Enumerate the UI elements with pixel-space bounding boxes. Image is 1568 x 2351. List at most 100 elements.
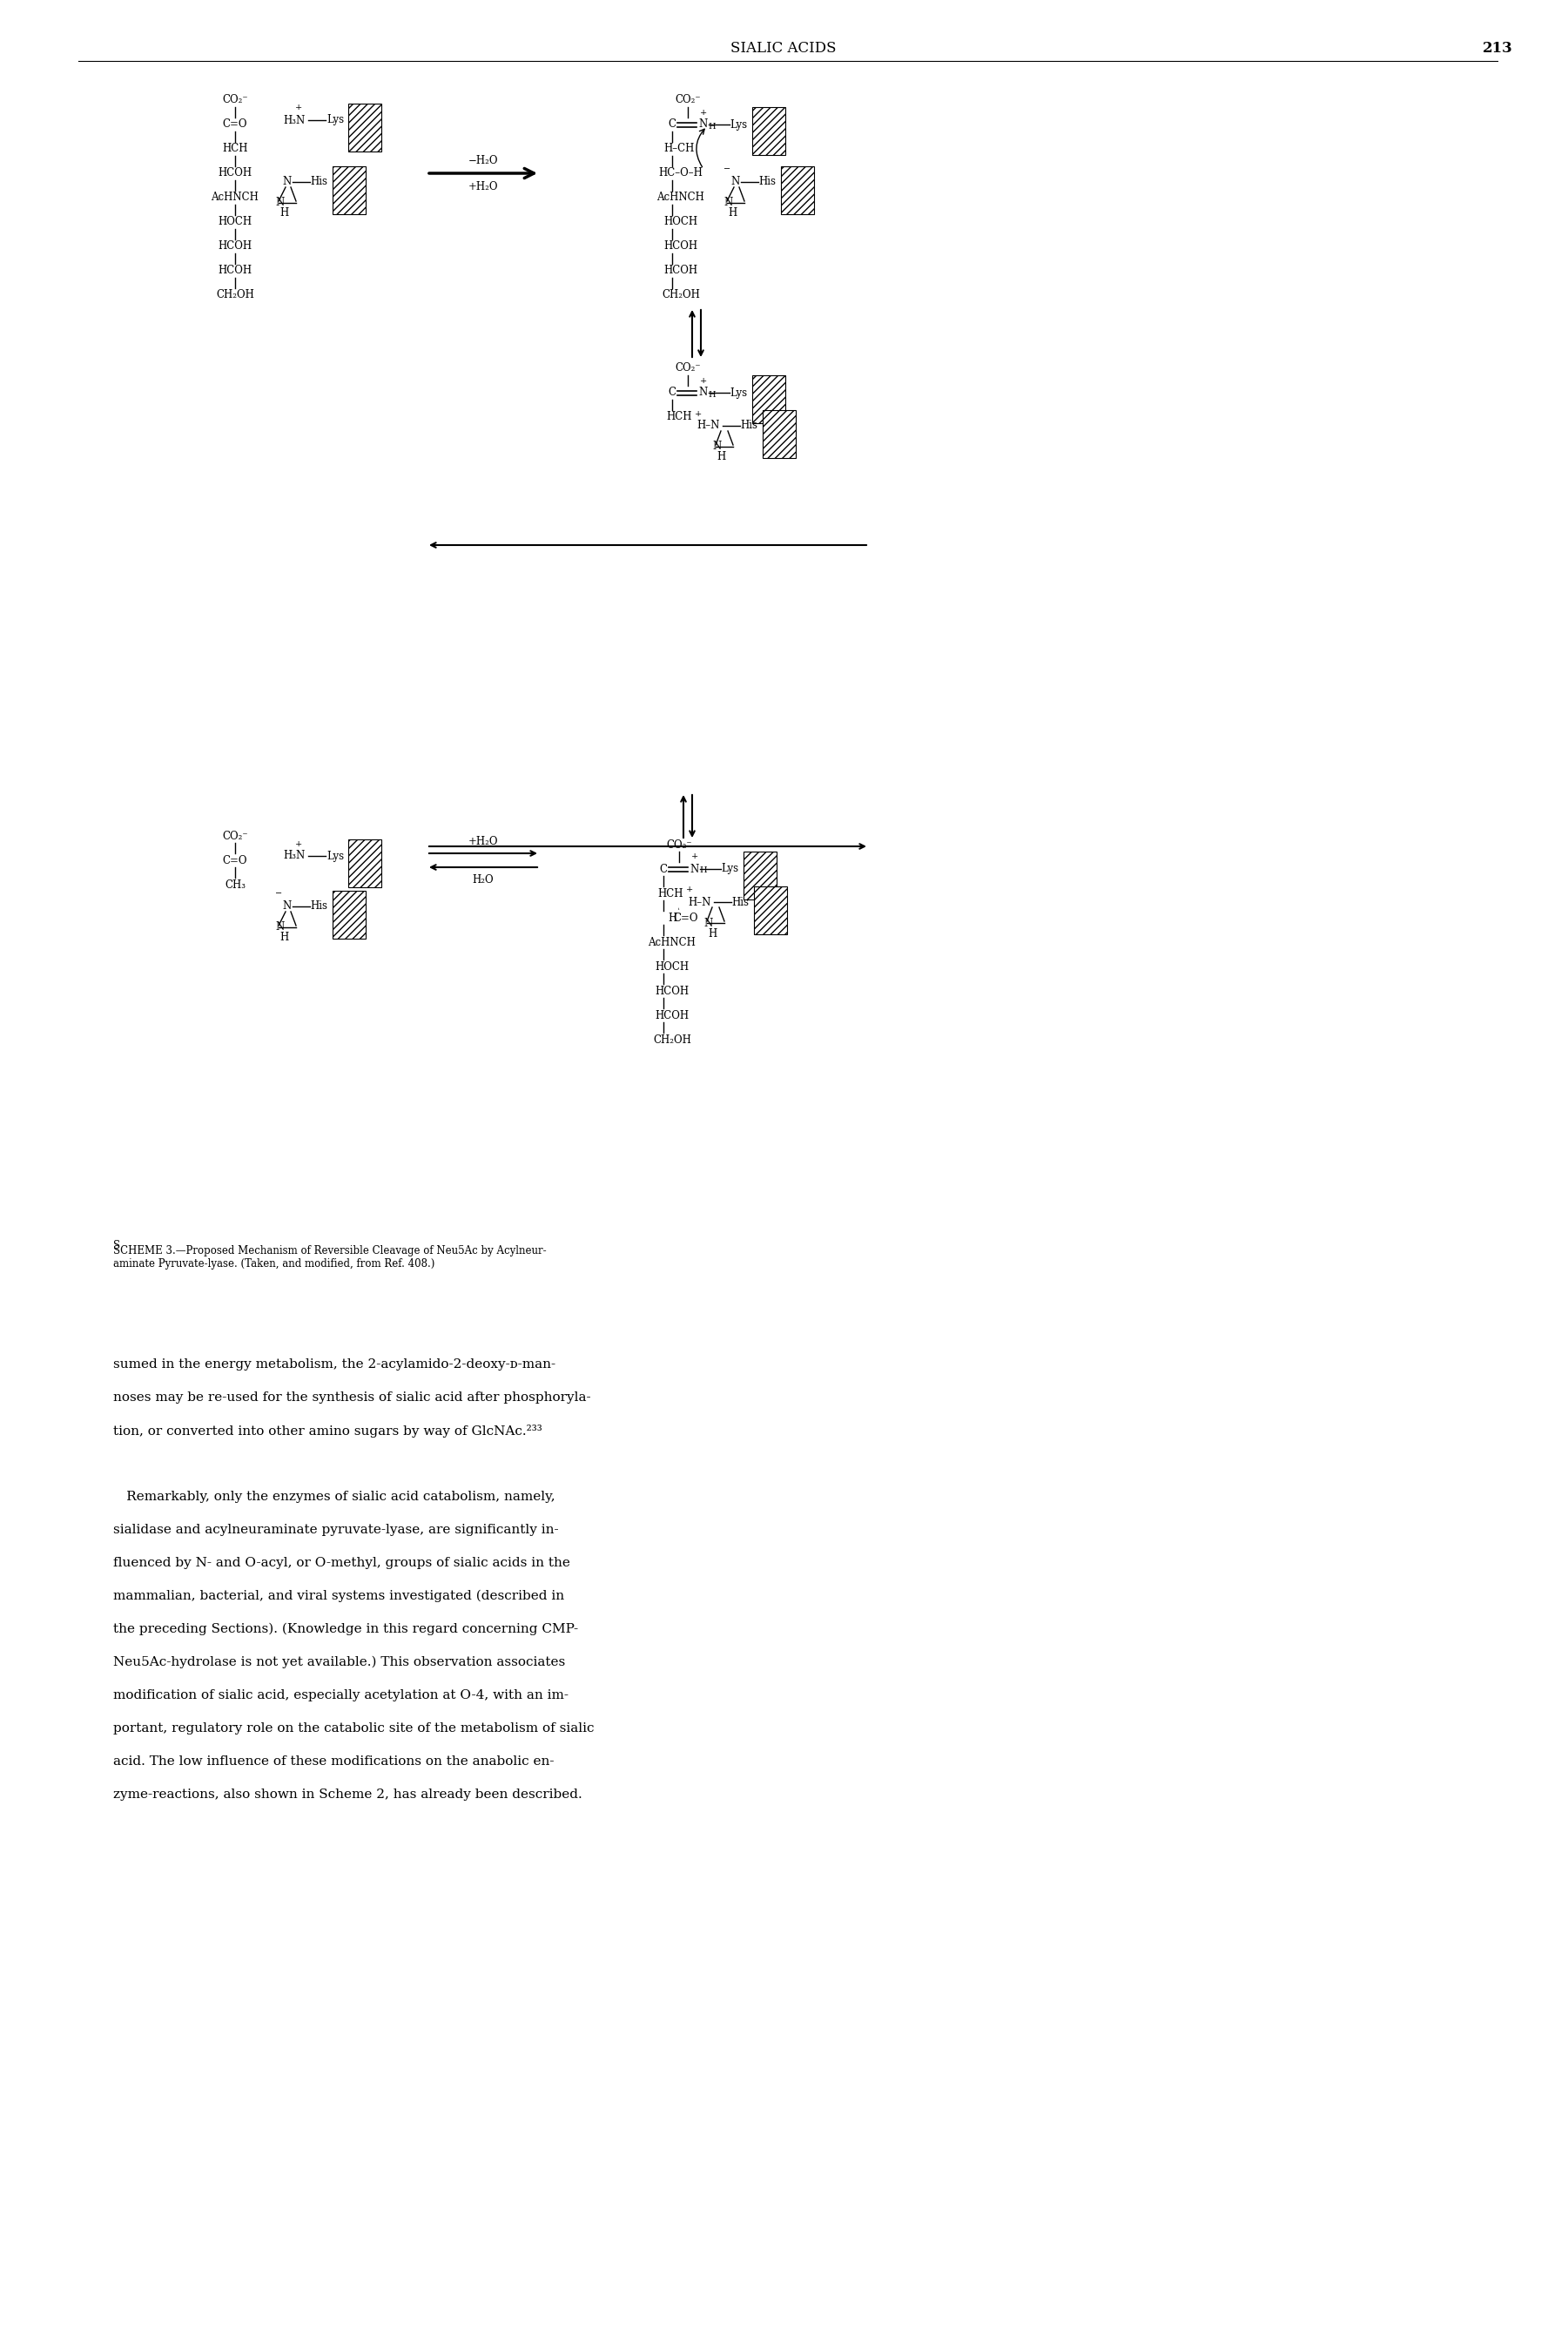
Text: zyme-reactions, also shown in Scheme 2, has already been described.: zyme-reactions, also shown in Scheme 2, … [113, 1789, 582, 1801]
Text: CO₂⁻: CO₂⁻ [674, 94, 701, 106]
Text: +: + [695, 409, 702, 418]
Text: His: His [310, 176, 328, 188]
Text: HCOH: HCOH [663, 266, 698, 277]
Text: H₃N: H₃N [284, 115, 306, 127]
Text: −: − [274, 891, 282, 898]
Text: Lys: Lys [729, 120, 746, 129]
Text: C: C [668, 388, 676, 397]
Text: +: + [691, 853, 698, 860]
Text: sumed in the energy metabolism, the 2-acylamido-2-deoxy-ᴅ-man-: sumed in the energy metabolism, the 2-ac… [113, 1359, 555, 1371]
Text: Lys: Lys [729, 388, 746, 397]
Text: mammalian, bacterial, and viral systems investigated (described in: mammalian, bacterial, and viral systems … [113, 1589, 564, 1603]
Text: H: H [279, 207, 289, 219]
Text: N: N [690, 863, 699, 875]
Text: CH₂OH: CH₂OH [652, 1034, 691, 1046]
Text: His: His [759, 176, 776, 188]
Text: His: His [310, 900, 328, 912]
Bar [348, 103, 381, 150]
Text: N: N [282, 176, 292, 188]
Text: His: His [740, 421, 757, 433]
Text: N: N [713, 442, 721, 451]
Text: H: H [717, 451, 726, 463]
Text: C=O: C=O [223, 120, 248, 129]
Text: His: His [731, 896, 750, 907]
Bar [754, 886, 787, 933]
Text: CO₂⁻: CO₂⁻ [674, 362, 701, 374]
Text: −H₂O: −H₂O [469, 155, 499, 167]
Bar [332, 891, 365, 938]
Text: −: − [723, 167, 731, 174]
Text: AcHNCH: AcHNCH [212, 193, 259, 202]
Text: CO₂⁻: CO₂⁻ [666, 839, 691, 851]
Text: HCOH: HCOH [663, 240, 698, 252]
Text: CH₂OH: CH₂OH [662, 289, 699, 301]
Text: H: H [707, 929, 717, 938]
Text: C=O: C=O [223, 856, 248, 865]
Text: H: H [699, 868, 707, 875]
Bar [348, 839, 381, 886]
Text: CO₂⁻: CO₂⁻ [223, 94, 248, 106]
Text: HCH: HCH [223, 143, 248, 155]
Text: Lys: Lys [326, 851, 343, 860]
Text: AcHNCH: AcHNCH [657, 193, 704, 202]
Text: N: N [699, 120, 707, 129]
Text: H₃N: H₃N [284, 851, 306, 860]
Text: N: N [276, 197, 285, 209]
Text: SIALIC ACIDS: SIALIC ACIDS [731, 40, 836, 56]
Text: H–N: H–N [688, 896, 712, 907]
Text: CO₂⁻: CO₂⁻ [223, 830, 248, 842]
Text: sialidase and acylneuraminate pyruvate-lyase, are significantly in-: sialidase and acylneuraminate pyruvate-l… [113, 1523, 558, 1535]
Bar [332, 167, 365, 214]
Text: Neu5Ac-hydrolase is not yet available.) This observation associates: Neu5Ac-hydrolase is not yet available.) … [113, 1655, 564, 1669]
Text: H–N: H–N [698, 421, 720, 433]
Text: HCOH: HCOH [655, 985, 690, 997]
Text: tion, or converted into other amino sugars by way of GlcNAc.²³³: tion, or converted into other amino suga… [113, 1425, 543, 1436]
Text: N: N [704, 917, 713, 929]
Text: fluenced by N- and O-acyl, or O-methyl, groups of sialic acids in the: fluenced by N- and O-acyl, or O-methyl, … [113, 1556, 571, 1568]
Text: C=O: C=O [674, 912, 698, 924]
Text: HOCH: HOCH [663, 216, 698, 228]
Text: +: + [699, 108, 707, 115]
Text: H₂O: H₂O [472, 875, 494, 884]
Bar [753, 376, 786, 423]
Text: HCOH: HCOH [655, 1009, 690, 1020]
Text: 213: 213 [1482, 40, 1513, 56]
Text: +: + [699, 376, 707, 386]
Text: H: H [709, 122, 717, 129]
Text: N: N [724, 197, 734, 209]
Text: +: + [685, 886, 693, 893]
Text: N: N [731, 176, 740, 188]
Text: HOCH: HOCH [218, 216, 252, 228]
Text: +: + [295, 839, 303, 849]
Text: HCOH: HCOH [218, 167, 252, 179]
Text: +H₂O: +H₂O [469, 181, 499, 193]
Text: CH₃: CH₃ [224, 879, 246, 891]
Text: H: H [279, 931, 289, 943]
Bar [753, 108, 786, 155]
Text: N: N [282, 900, 292, 912]
Text: Remarkably, only the enzymes of sialic acid catabolism, namely,: Remarkably, only the enzymes of sialic a… [113, 1491, 555, 1502]
Text: H: H [728, 207, 737, 219]
Text: N: N [276, 922, 285, 933]
Text: H: H [709, 390, 717, 397]
Text: the preceding Sections). (Knowledge in this regard concerning CMP-: the preceding Sections). (Knowledge in t… [113, 1622, 579, 1636]
Text: S: S [113, 1239, 121, 1251]
Text: HOCH: HOCH [655, 962, 690, 973]
Text: H: H [668, 912, 676, 924]
Text: HCOH: HCOH [218, 240, 252, 252]
Text: +H₂O: +H₂O [469, 835, 499, 846]
Text: HC–O–H: HC–O–H [659, 167, 702, 179]
Bar [781, 167, 814, 214]
Text: H–CH: H–CH [663, 143, 695, 155]
Text: Lys: Lys [326, 115, 343, 127]
Bar [762, 409, 795, 458]
Text: modification of sialic acid, especially acetylation at O-4, with an im-: modification of sialic acid, especially … [113, 1690, 569, 1702]
Text: HCH: HCH [666, 411, 691, 423]
Text: noses may be re-used for the synthesis of sialic acid after phosphoryla-: noses may be re-used for the synthesis o… [113, 1392, 591, 1404]
Text: AcHNCH: AcHNCH [648, 936, 696, 947]
Text: acid. The low influence of these modifications on the anabolic en-: acid. The low influence of these modific… [113, 1756, 554, 1768]
Text: C: C [668, 120, 676, 129]
Text: N: N [699, 388, 707, 397]
Bar [743, 851, 776, 900]
Text: portant, regulatory role on the catabolic site of the metabolism of sialic: portant, regulatory role on the cataboli… [113, 1723, 594, 1735]
